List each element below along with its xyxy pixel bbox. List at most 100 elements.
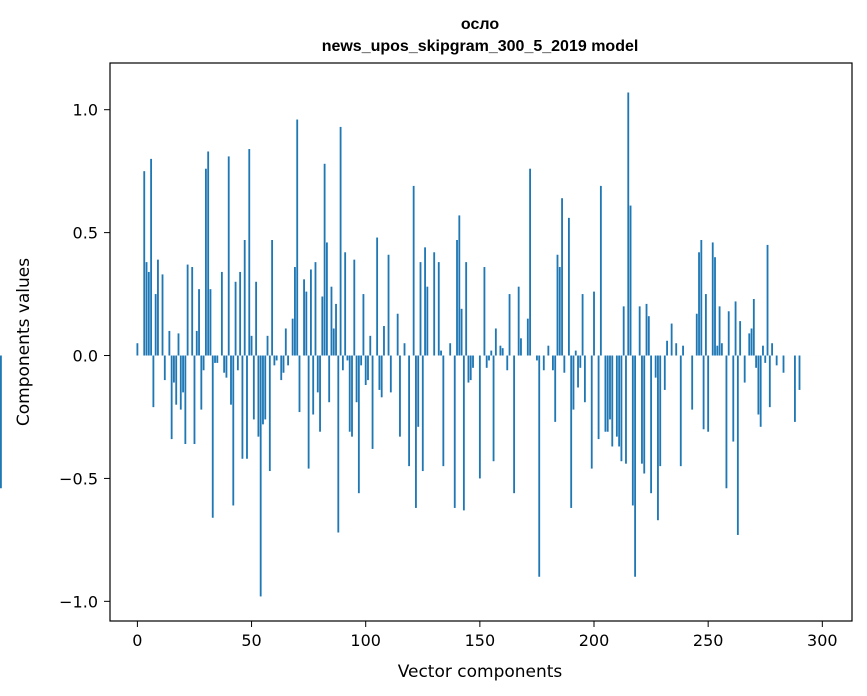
bar-98 [360, 355, 363, 366]
bar-29 [202, 355, 205, 371]
bar-106 [378, 355, 381, 390]
bar-52 [255, 281, 258, 356]
bar-271 [755, 355, 758, 368]
bar-127 [426, 286, 429, 356]
bar-91 [344, 252, 347, 356]
bar-20 [182, 355, 184, 393]
bar-81 [321, 296, 324, 356]
bar-239 [682, 345, 684, 356]
bar-49 [248, 149, 251, 356]
bar-103 [371, 355, 374, 449]
bar-110 [387, 254, 390, 356]
bar-undefined [0, 355, 2, 489]
plot-frame [109, 62, 853, 622]
bar-189 [567, 217, 570, 356]
bar-150 [478, 355, 481, 479]
bar-8 [154, 294, 157, 356]
bar-229 [659, 355, 662, 467]
bar-16 [173, 355, 175, 383]
bar-73 [303, 279, 305, 356]
bar-246 [698, 252, 700, 356]
bar-101 [367, 355, 369, 381]
x-axis-ticks: 0 50 100 150 200 250 300 [132, 621, 838, 650]
bar-195 [581, 294, 584, 356]
bar-153 [485, 355, 488, 368]
bar-82 [323, 163, 326, 356]
bar-264 [739, 321, 742, 356]
bar-163 [508, 294, 511, 356]
bar-288 [794, 355, 796, 422]
chart-title: осло [461, 16, 499, 33]
bar-95 [353, 259, 356, 356]
bar-272 [757, 355, 760, 415]
bar-45 [239, 271, 242, 356]
bar-14 [168, 330, 171, 356]
bar-214 [625, 355, 627, 464]
bar-255 [718, 306, 721, 356]
bar-35 [216, 355, 219, 363]
bar-69 [294, 267, 296, 356]
bar-194 [579, 355, 582, 368]
bar-15 [170, 355, 173, 440]
x-tick-label-250: 250 [693, 631, 724, 650]
bar-225 [650, 355, 653, 494]
bar-54 [259, 355, 262, 597]
bar-48 [246, 355, 248, 459]
bar-122 [415, 355, 417, 508]
bar-227 [654, 355, 657, 378]
bar-147 [472, 355, 474, 368]
bar-68 [291, 318, 294, 356]
bar-51 [252, 355, 255, 420]
bar-228 [657, 355, 659, 521]
bar-154 [488, 355, 490, 361]
bar-7 [152, 355, 155, 408]
bar-139 [453, 355, 456, 508]
bar-56 [264, 355, 267, 420]
bar-278 [771, 343, 774, 356]
bar-171 [526, 318, 529, 356]
bar-178 [542, 355, 545, 371]
bar-9 [157, 259, 159, 356]
bar-216 [629, 205, 632, 356]
bar-83 [325, 242, 328, 356]
bar-46 [241, 355, 244, 459]
bar-238 [679, 355, 682, 467]
bar-231 [663, 355, 666, 390]
bar-196 [583, 355, 586, 403]
bar-77 [312, 355, 315, 415]
bar-232 [666, 340, 668, 356]
bar-74 [305, 291, 308, 356]
x-tick-label-50: 50 [241, 631, 261, 650]
y-tick-label-2: 0.0 [73, 347, 98, 366]
bar-159 [499, 345, 502, 356]
bar-134 [442, 355, 445, 467]
bar-202 [597, 355, 600, 440]
bar-17 [175, 355, 178, 405]
bar-44 [236, 355, 239, 371]
bar-269 [750, 328, 753, 356]
bar-243 [691, 355, 694, 410]
bar-19 [179, 355, 182, 410]
bar-249 [704, 294, 707, 356]
bar-222 [643, 355, 646, 474]
bar-218 [634, 355, 637, 577]
bar-119 [408, 355, 410, 467]
bar-124 [419, 262, 422, 356]
bar-186 [561, 198, 563, 356]
bar-183 [554, 355, 557, 422]
bar-80 [319, 355, 321, 432]
bar-200 [593, 291, 595, 356]
bar-78 [314, 262, 317, 356]
bar-157 [494, 328, 497, 356]
x-axis-label: Vector components [398, 662, 563, 682]
bar-99 [362, 294, 365, 356]
bar-94 [351, 355, 353, 437]
bar-263 [736, 355, 739, 535]
bar-66 [287, 355, 289, 366]
bar-224 [647, 316, 650, 356]
y-tick-label-1: −0.5 [59, 469, 98, 488]
bar-71 [298, 355, 301, 413]
bar-47 [243, 239, 246, 356]
bar-262 [734, 301, 737, 356]
